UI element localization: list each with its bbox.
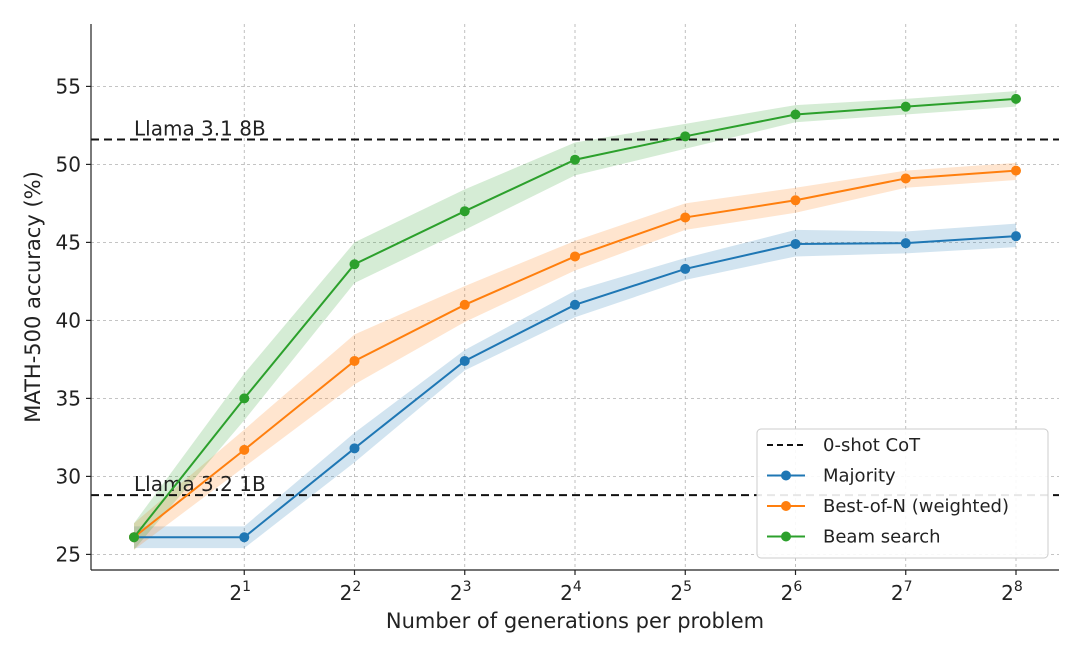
x-tick-exponent: 2 bbox=[352, 579, 361, 595]
data-point bbox=[239, 444, 250, 455]
legend-item: Best-of-N (weighted) bbox=[767, 496, 1009, 517]
data-point bbox=[570, 251, 580, 262]
data-point bbox=[900, 101, 911, 112]
legend-label: Majority bbox=[823, 466, 896, 487]
data-point bbox=[349, 355, 360, 366]
y-tick-label: 45 bbox=[56, 230, 81, 254]
data-point bbox=[349, 259, 360, 270]
data-point bbox=[239, 393, 250, 404]
data-point bbox=[349, 443, 360, 454]
x-tick-exponent: 3 bbox=[463, 579, 472, 595]
x-tick-exponent: 6 bbox=[793, 579, 802, 595]
x-tick-exponent: 7 bbox=[904, 579, 913, 595]
data-point bbox=[790, 109, 801, 120]
x-tick-base: 2 bbox=[229, 581, 242, 605]
data-point bbox=[129, 532, 139, 543]
data-point bbox=[680, 212, 691, 223]
legend-item: 0-shot CoT bbox=[767, 435, 921, 456]
data-point bbox=[790, 238, 801, 249]
y-tick-label: 40 bbox=[56, 308, 81, 332]
x-tick-base: 2 bbox=[891, 581, 904, 605]
data-point bbox=[570, 299, 580, 310]
y-tick-label: 55 bbox=[56, 74, 81, 98]
data-point bbox=[900, 173, 911, 184]
x-tick-label: 26 bbox=[781, 579, 803, 605]
data-point bbox=[459, 206, 470, 217]
x-tick-label: 24 bbox=[560, 579, 582, 605]
confidence-band-2 bbox=[134, 91, 1016, 550]
x-tick-base: 2 bbox=[560, 581, 573, 605]
data-point bbox=[1011, 231, 1021, 242]
legend-item: Majority bbox=[767, 466, 896, 487]
data-point bbox=[900, 238, 911, 249]
data-point bbox=[790, 195, 801, 206]
y-tick-label: 30 bbox=[56, 464, 81, 488]
legend-item: Beam search bbox=[767, 527, 941, 548]
legend-label: Beam search bbox=[823, 527, 941, 548]
x-tick-base: 2 bbox=[781, 581, 794, 605]
legend-marker bbox=[781, 501, 791, 511]
data-point bbox=[1011, 165, 1021, 176]
x-tick-base: 2 bbox=[340, 581, 353, 605]
legend-label: 0-shot CoT bbox=[823, 435, 921, 456]
y-axis-label: MATH-500 accuracy (%) bbox=[21, 171, 45, 423]
data-point bbox=[680, 263, 691, 274]
x-tick-base: 2 bbox=[450, 581, 463, 605]
x-tick-label: 28 bbox=[1001, 579, 1023, 605]
data-point bbox=[459, 299, 470, 310]
y-tick-label: 35 bbox=[56, 386, 81, 410]
y-tick-label: 50 bbox=[56, 152, 81, 176]
data-point bbox=[239, 532, 250, 543]
x-tick-exponent: 4 bbox=[573, 579, 582, 595]
data-point bbox=[459, 355, 470, 366]
data-point bbox=[680, 131, 691, 142]
legend-box bbox=[756, 428, 1049, 559]
legend-marker bbox=[781, 470, 791, 481]
series-lines bbox=[129, 93, 1021, 543]
x-tick-base: 2 bbox=[1001, 581, 1014, 605]
y-tick-label: 25 bbox=[56, 542, 81, 566]
x-tick-label: 23 bbox=[450, 579, 472, 605]
legend: 0-shot CoT Majority Best-of-N (weighted) Be… bbox=[756, 428, 1049, 559]
x-tick-exponent: 5 bbox=[683, 579, 692, 595]
x-tick-exponent: 1 bbox=[242, 579, 251, 595]
confidence-bands bbox=[134, 91, 1016, 550]
data-point bbox=[1011, 93, 1021, 104]
legend-label: Best-of-N (weighted) bbox=[823, 496, 1009, 517]
legend-marker bbox=[781, 531, 791, 542]
x-tick-exponent: 8 bbox=[1014, 579, 1023, 595]
x-tick-base: 2 bbox=[670, 581, 683, 605]
x-tick-label: 25 bbox=[670, 579, 692, 605]
reference-line-label: Llama 3.1 8B bbox=[134, 116, 266, 140]
x-axis-label: Number of generations per problem bbox=[386, 609, 764, 633]
x-tick-label: 27 bbox=[891, 579, 913, 605]
x-tick-label: 22 bbox=[340, 579, 362, 605]
data-point bbox=[570, 154, 580, 165]
x-tick-label: 21 bbox=[229, 579, 251, 605]
